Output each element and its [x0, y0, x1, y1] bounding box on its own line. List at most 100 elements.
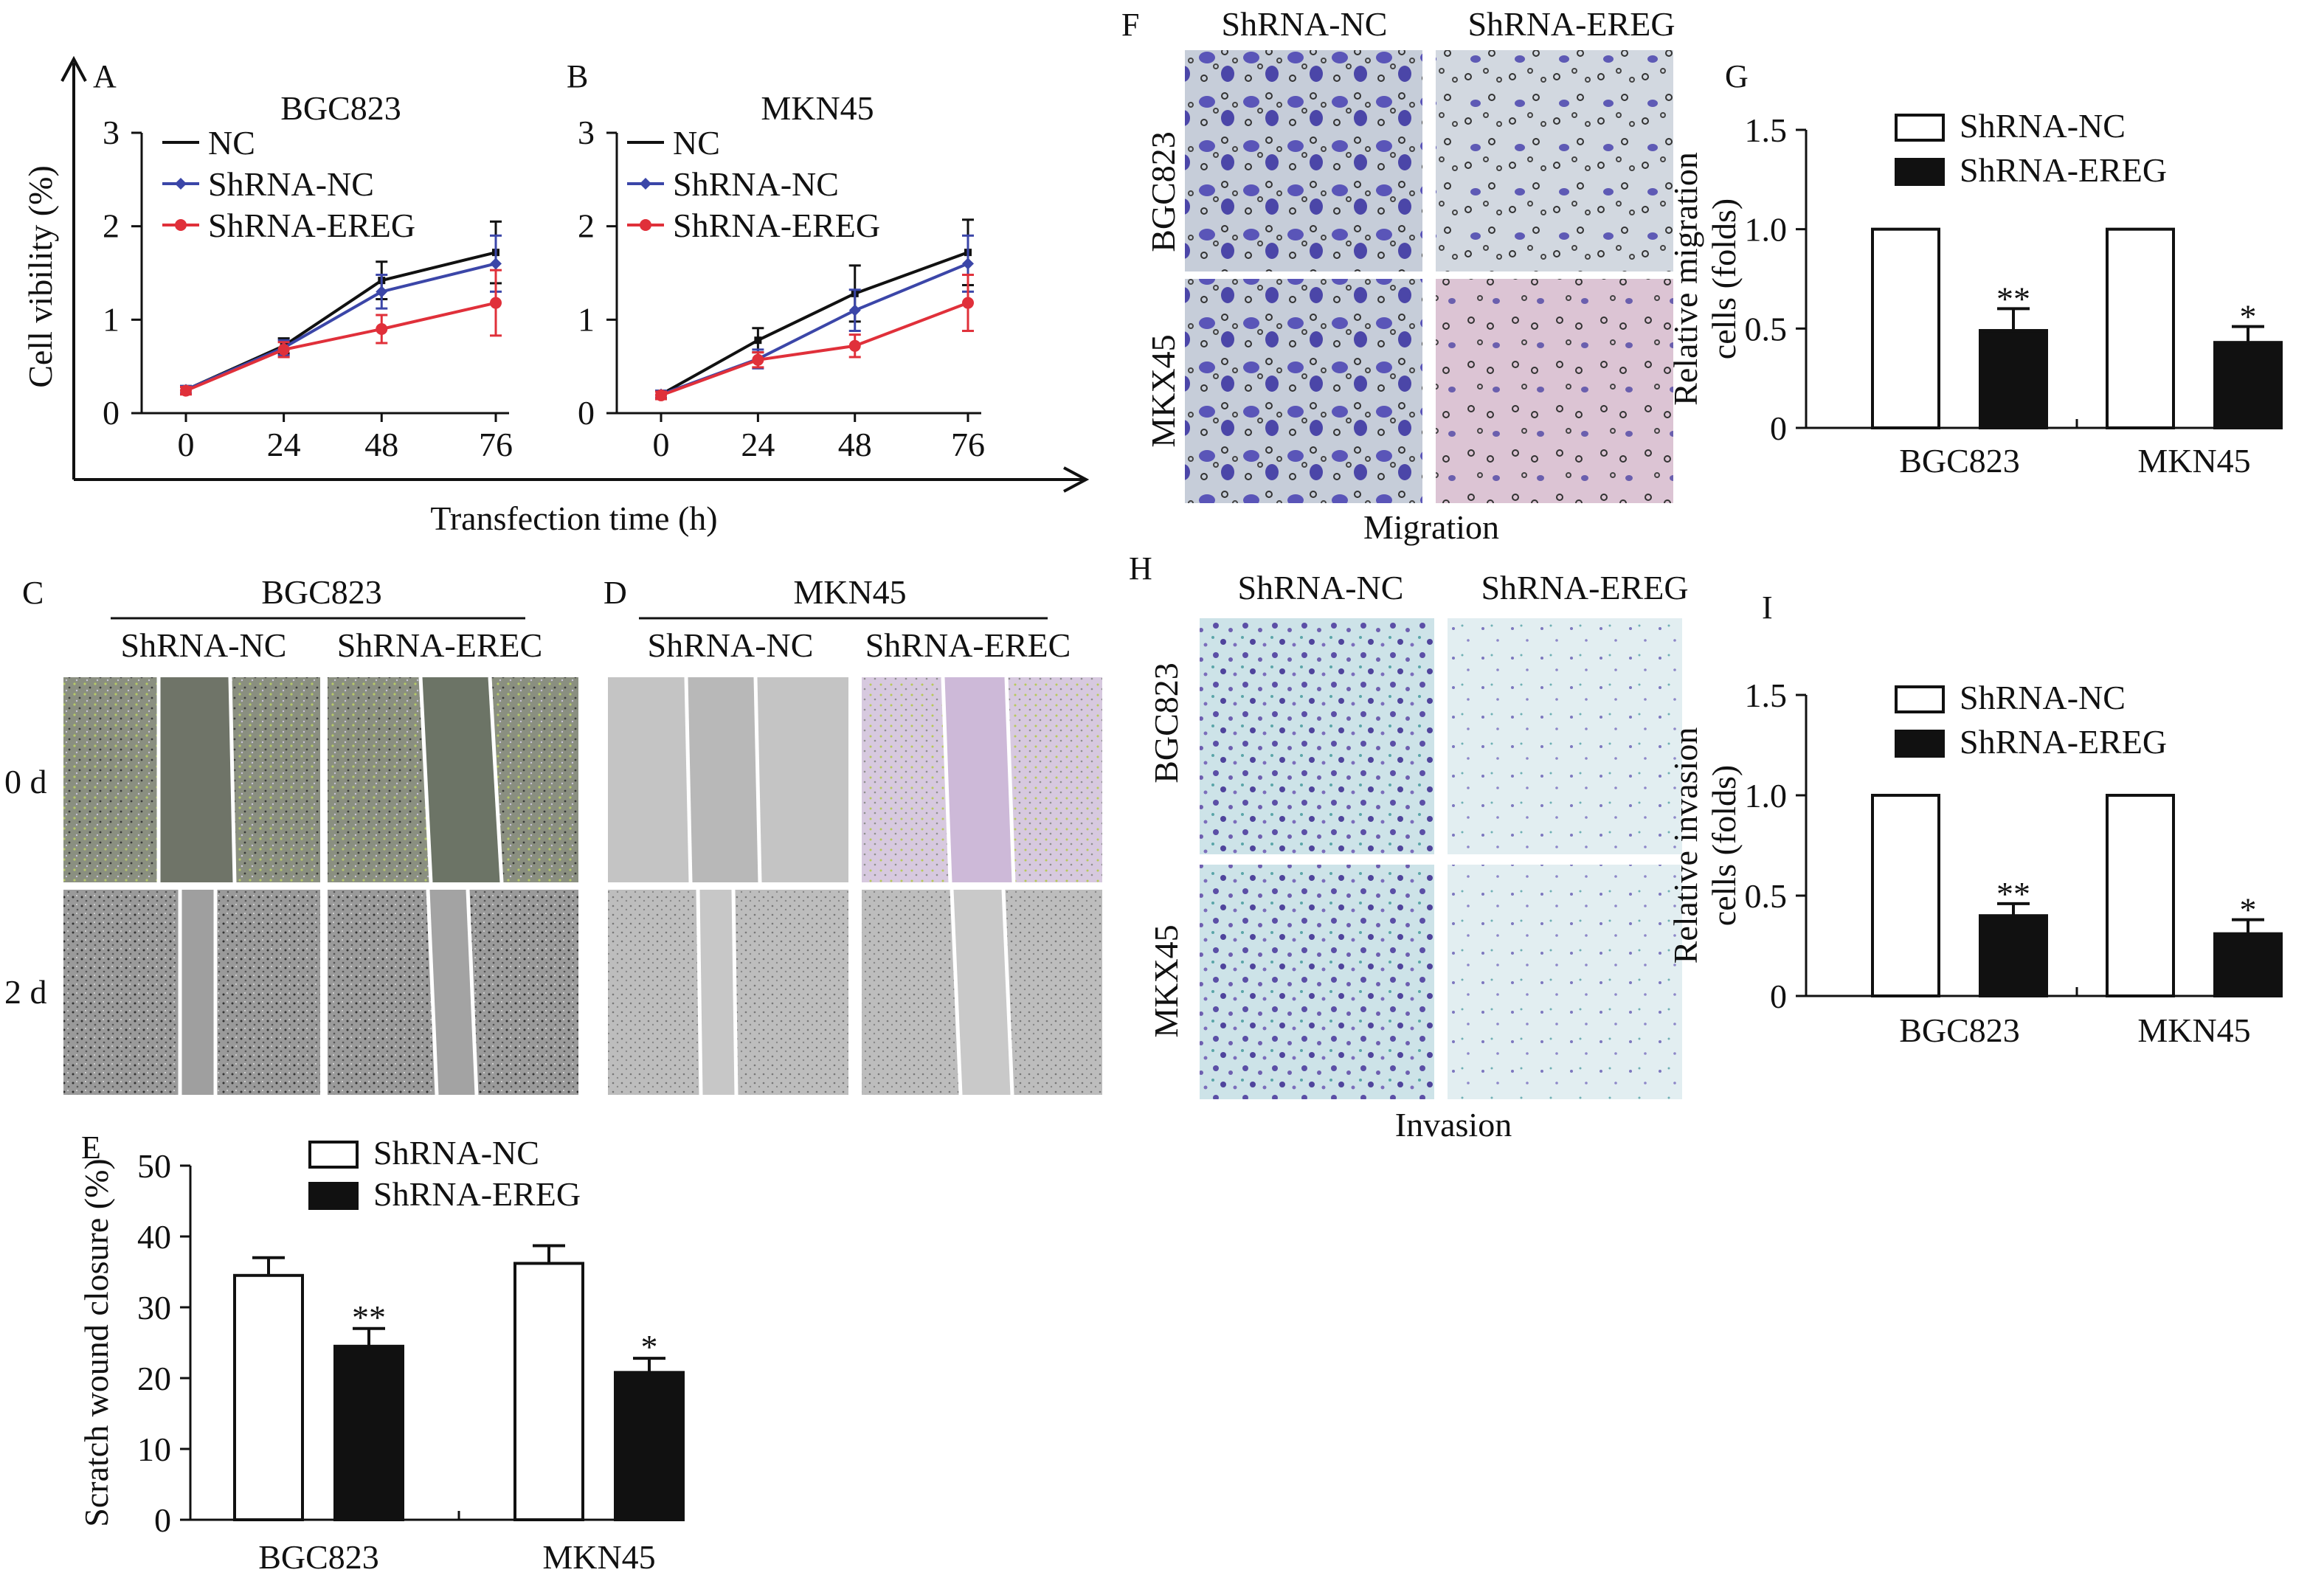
bar-shrna-ereg	[614, 1371, 685, 1521]
data-point	[962, 297, 974, 309]
data-point	[376, 323, 388, 335]
panel-e: E	[81, 1129, 101, 1166]
micro-h-mkx45-ereg	[1448, 865, 1682, 1099]
x-tick-label: 76	[951, 426, 985, 463]
category-label: BGC823	[1899, 442, 2020, 480]
data-point	[962, 257, 974, 270]
data-point	[277, 343, 290, 356]
panel-label-a: A	[93, 58, 117, 94]
y-axis-label-line2: cells (folds)	[1705, 198, 1743, 359]
significance-mark: **	[1996, 280, 2030, 317]
shared-y-arrow-head	[60, 55, 87, 82]
x-tick-label: 48	[838, 426, 872, 463]
panel-label-i: I	[1762, 589, 1773, 626]
micro-f-bgc823-nc	[1185, 50, 1422, 271]
significance-mark: *	[2240, 891, 2257, 929]
scratch-d-left-label: ShRNA-NC	[648, 626, 814, 664]
significance-mark: *	[2240, 298, 2257, 336]
micro-h-mkx45-nc	[1200, 865, 1434, 1099]
bar-shrna-nc	[233, 1273, 304, 1522]
panel-f: F ShRNA-NC ShRNA-EREG BGC823 MKX45 Migra…	[1121, 5, 1675, 546]
transfection-xlabel: Transfection time (h)	[430, 499, 717, 537]
micro-f-row2-label: MKX45	[1144, 334, 1182, 447]
y-axis-label-line1: Relative invasion	[1667, 727, 1704, 964]
y-tick-label: 3	[578, 114, 595, 151]
row-label-2d: 2 d	[4, 973, 47, 1011]
panel-label-e: E	[81, 1129, 101, 1166]
y-tick-label: 0.5	[1745, 877, 1788, 915]
y-tick-label: 50	[137, 1147, 171, 1185]
data-point	[490, 257, 502, 270]
panel-label-h: H	[1129, 550, 1152, 587]
panel-g: G	[1725, 58, 1749, 94]
micro-h-bgc823-nc	[1200, 618, 1434, 854]
scratch-image-c-ereg-2d	[328, 889, 578, 1096]
scratch-image-d-ereg-0d	[862, 677, 1102, 883]
panel-a: A	[93, 58, 117, 94]
y-tick-label: 0	[154, 1501, 171, 1539]
panel-label-b: B	[567, 58, 588, 94]
legend-marker	[175, 178, 187, 190]
y-tick-label: 0	[103, 394, 120, 432]
legend-label: ShRNA-NC	[1960, 107, 2126, 145]
micro-f-row1-label: BGC823	[1144, 131, 1182, 252]
y-axis-label: Scratch wound closure (%)	[77, 1158, 115, 1526]
scratch-image-c-nc-0d	[63, 677, 320, 883]
micro-f-mkx45-ereg	[1436, 279, 1673, 503]
bar-shrna-nc	[2106, 227, 2175, 429]
y-tick-label: 0.5	[1745, 310, 1788, 347]
panel-h: H ShRNA-NC ShRNA-EREG BGC823 MKX45 Invas…	[1129, 550, 1689, 1144]
panel-b: B	[567, 58, 588, 94]
data-point	[848, 339, 861, 352]
scratch-image-c-nc-2d	[63, 890, 320, 1095]
series-line-shrna-ereg	[185, 301, 497, 392]
legend-label: ShRNA-NC	[673, 165, 839, 203]
legend-label: ShRNA-EREG	[373, 1175, 581, 1213]
legend-marker	[175, 219, 187, 231]
panel-label-f: F	[1121, 7, 1139, 43]
shared-x-arrow-head	[1063, 466, 1090, 493]
category-label: MKN45	[2137, 1011, 2250, 1049]
x-tick-label: 76	[479, 426, 513, 463]
y-tick-label: 1.5	[1745, 111, 1788, 149]
significance-mark: **	[1996, 875, 2030, 913]
chart-title: MKN45	[761, 89, 874, 127]
legend-marker	[640, 178, 651, 190]
panel-label-c: C	[22, 575, 44, 611]
legend-swatch	[308, 1182, 359, 1210]
viability-ylabel: Cell vibility (%)	[21, 165, 59, 388]
legend-label: ShRNA-EREG	[673, 207, 880, 244]
data-point	[376, 286, 388, 298]
legend-label: NC	[673, 124, 720, 162]
y-tick-label: 2	[103, 207, 120, 245]
legend-label: ShRNA-EREG	[208, 207, 415, 244]
y-tick-label: 3	[103, 114, 120, 151]
data-point	[490, 297, 502, 309]
x-tick-label: 24	[741, 426, 775, 463]
y-tick-label: 1.5	[1745, 677, 1788, 714]
data-point	[848, 304, 861, 316]
scratch-c-title: BGC823	[261, 573, 382, 611]
x-tick-label: 0	[653, 426, 670, 463]
scratch-image-d-nc-2d	[608, 889, 848, 1096]
significance-mark: **	[352, 1298, 386, 1336]
legend-swatch	[1895, 158, 1945, 186]
micro-h-col1-label: ShRNA-NC	[1238, 569, 1404, 606]
y-tick-label: 30	[137, 1289, 171, 1326]
y-axis-label-line2: cells (folds)	[1705, 765, 1743, 926]
y-tick-label: 1.0	[1745, 777, 1788, 814]
legend-label: ShRNA-EREG	[1960, 723, 2167, 761]
scratch-image-d-ereg-2d	[862, 889, 1102, 1096]
category-label: MKN45	[2137, 442, 2250, 480]
micro-f-bgc823-ereg	[1436, 50, 1673, 271]
y-tick-label: 10	[137, 1430, 171, 1468]
legend-label: ShRNA-EREG	[1960, 151, 2167, 189]
micro-f-caption: Migration	[1363, 508, 1499, 546]
y-tick-label: 2	[578, 207, 595, 245]
panel-d: D MKN45 ShRNA-NC ShRNA-EREC	[604, 573, 1102, 1096]
micro-h-row2-label: MKX45	[1147, 924, 1185, 1037]
x-tick-label: 0	[178, 426, 195, 463]
